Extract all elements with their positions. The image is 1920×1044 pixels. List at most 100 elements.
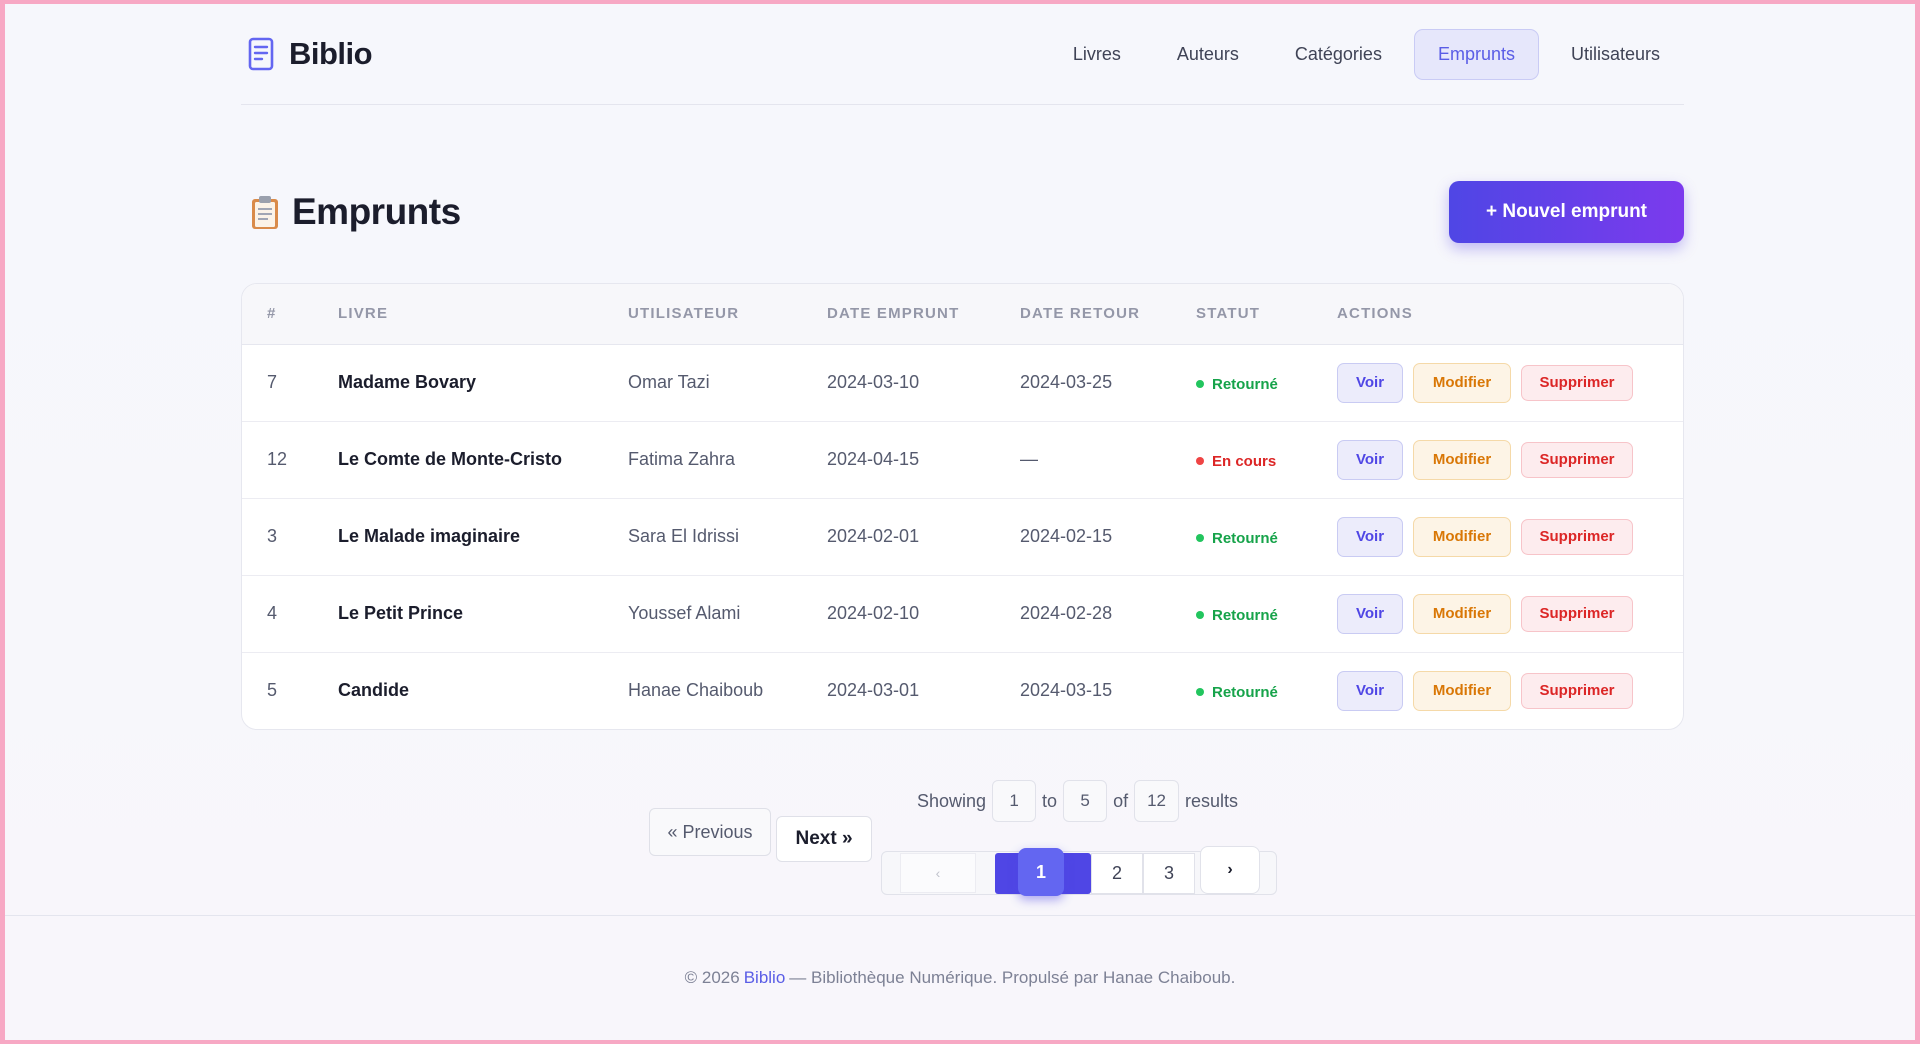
loans-table: # LIVRE UTILISATEUR DATE EMPRUNT DATE RE…: [242, 284, 1683, 729]
status-text: Retourné: [1212, 683, 1278, 701]
cell-user: Omar Tazi: [628, 372, 710, 392]
page-title: Emprunts: [250, 191, 461, 233]
cell-status: En cours: [1196, 421, 1337, 498]
page-next-arrow-icon[interactable]: ›: [1200, 846, 1260, 894]
book-icon: [248, 37, 274, 71]
cell-book: Le Malade imaginaire: [338, 526, 521, 546]
table-row: 3 Le Malade imaginaire Sara El Idrissi 2…: [242, 498, 1683, 575]
status-badge: En cours: [1196, 453, 1276, 470]
nav-item-utilisateurs[interactable]: Utilisateurs: [1570, 43, 1660, 64]
footer-brand-link[interactable]: Biblio: [743, 968, 786, 987]
table-header-row: # LIVRE UTILISATEUR DATE EMPRUNT DATE RE…: [242, 284, 1683, 345]
status-dot-icon: [1196, 380, 1204, 388]
cell-user: Sara El Idrissi: [628, 526, 740, 546]
cell-id: 5: [267, 680, 278, 701]
header: Biblio Livres Auteurs Catégories Emprunt…: [241, 4, 1684, 105]
cell-user: Youssef Alami: [628, 603, 741, 623]
results-to: 5: [1063, 780, 1108, 822]
cell-status: Retourné: [1196, 575, 1337, 652]
delete-button[interactable]: Supprimer: [1521, 595, 1633, 632]
cell-borrow-date: 2024-04-15: [827, 449, 920, 469]
nav-item-livres[interactable]: Livres: [1072, 43, 1121, 64]
edit-button[interactable]: Modifier: [1413, 593, 1511, 634]
footer: © 2026 Biblio — Bibliothèque Numérique. …: [5, 915, 1915, 1040]
app-frame: Biblio Livres Auteurs Catégories Emprunt…: [5, 4, 1915, 1040]
edit-button[interactable]: Modifier: [1413, 516, 1511, 557]
cell-book: Candide: [338, 680, 410, 701]
page-title-text: Emprunts: [292, 191, 461, 232]
delete-button[interactable]: Supprimer: [1521, 518, 1633, 555]
cell-actions: Voir Modifier Supprimer: [1337, 498, 1683, 575]
next-link[interactable]: Next »: [776, 816, 872, 862]
table-row: 4 Le Petit Prince Youssef Alami 2024-02-…: [242, 575, 1683, 652]
loans-table-card: # LIVRE UTILISATEUR DATE EMPRUNT DATE RE…: [241, 283, 1684, 730]
status-dot-icon: [1196, 457, 1204, 465]
cell-user: Fatima Zahra: [628, 449, 736, 469]
delete-button[interactable]: Supprimer: [1521, 441, 1633, 478]
cell-status: Retourné: [1196, 344, 1337, 421]
column-header-borrow-date: DATE EMPRUNT: [827, 284, 1020, 345]
results-label: results: [1185, 790, 1239, 811]
cell-actions: Voir Modifier Supprimer: [1337, 575, 1683, 652]
column-header-actions: ACTIONS: [1337, 284, 1683, 345]
cell-book: Madame Bovary: [338, 372, 477, 392]
status-badge: Retourné: [1196, 607, 1278, 624]
cell-status: Retourné: [1196, 652, 1337, 729]
edit-button[interactable]: Modifier: [1413, 439, 1511, 480]
cell-id: 7: [267, 372, 278, 392]
edit-button[interactable]: Modifier: [1413, 670, 1511, 711]
view-button[interactable]: Voir: [1337, 516, 1403, 557]
clipboard-icon: [252, 196, 278, 229]
column-header-user: UTILISATEUR: [628, 284, 827, 345]
status-text: Retourné: [1212, 606, 1278, 624]
brand-name: Biblio: [289, 36, 373, 71]
status-text: Retourné: [1212, 375, 1278, 393]
nav-item-categories[interactable]: Catégories: [1294, 43, 1382, 64]
column-header-id: #: [242, 284, 338, 345]
view-button[interactable]: Voir: [1337, 670, 1403, 711]
cell-user: Hanae Chaiboub: [628, 680, 764, 701]
cell-borrow-date: 2024-02-10: [827, 603, 920, 623]
main-nav: Livres Auteurs Catégories Emprunts Utili…: [1049, 28, 1684, 80]
delete-button[interactable]: Supprimer: [1521, 672, 1633, 709]
cell-borrow-date: 2024-03-01: [827, 680, 920, 701]
page-links: ‹ 1 2 3 ›: [881, 846, 1277, 896]
column-header-return-date: DATE RETOUR: [1020, 284, 1196, 345]
view-button[interactable]: Voir: [1337, 439, 1403, 480]
footer-suffix: — Bibliothèque Numérique. Propulsé par H…: [789, 968, 1236, 987]
previous-link[interactable]: « Previous: [649, 808, 771, 856]
delete-button[interactable]: Supprimer: [1521, 364, 1633, 401]
cell-status: Retourné: [1196, 498, 1337, 575]
nav-item-auteurs[interactable]: Auteurs: [1176, 43, 1239, 64]
brand[interactable]: Biblio: [247, 36, 373, 72]
cell-book: Le Comte de Monte-Cristo: [338, 449, 563, 469]
page-link-3[interactable]: 3: [1143, 853, 1195, 894]
results-from: 1: [992, 780, 1037, 822]
cell-borrow-date: 2024-03-10: [827, 372, 920, 392]
of-label: of: [1113, 790, 1129, 811]
results-total: 12: [1134, 780, 1179, 822]
cell-actions: Voir Modifier Supprimer: [1337, 344, 1683, 421]
table-row: 12 Le Comte de Monte-Cristo Fatima Zahra…: [242, 421, 1683, 498]
page-link-2[interactable]: 2: [1091, 853, 1143, 894]
status-text: En cours: [1212, 452, 1277, 470]
cell-return-date: 2024-02-28: [1020, 603, 1113, 623]
new-loan-button[interactable]: + Nouvel emprunt: [1449, 181, 1684, 243]
status-dot-icon: [1196, 688, 1204, 697]
page-link-1[interactable]: 1: [1018, 848, 1064, 896]
view-button[interactable]: Voir: [1337, 593, 1403, 634]
view-button[interactable]: Voir: [1337, 362, 1403, 403]
title-row: Emprunts + Nouvel emprunt: [241, 180, 1684, 244]
pagination: « Previous Next » Showing 1 to 5 of 12 r…: [645, 774, 1285, 904]
status-text: Retourné: [1212, 529, 1278, 547]
column-header-book: LIVRE: [338, 284, 628, 345]
edit-button[interactable]: Modifier: [1413, 362, 1511, 403]
cell-return-date: 2024-03-25: [1020, 372, 1113, 392]
cell-return-date: 2024-03-15: [1020, 680, 1113, 701]
nav-item-emprunts[interactable]: Emprunts: [1413, 28, 1539, 80]
cell-actions: Voir Modifier Supprimer: [1337, 421, 1683, 498]
column-header-status: STATUT: [1196, 284, 1337, 345]
status-badge: Retourné: [1196, 684, 1278, 701]
page-prev-arrow-icon[interactable]: ‹: [900, 853, 976, 893]
status-dot-icon: [1196, 611, 1204, 619]
